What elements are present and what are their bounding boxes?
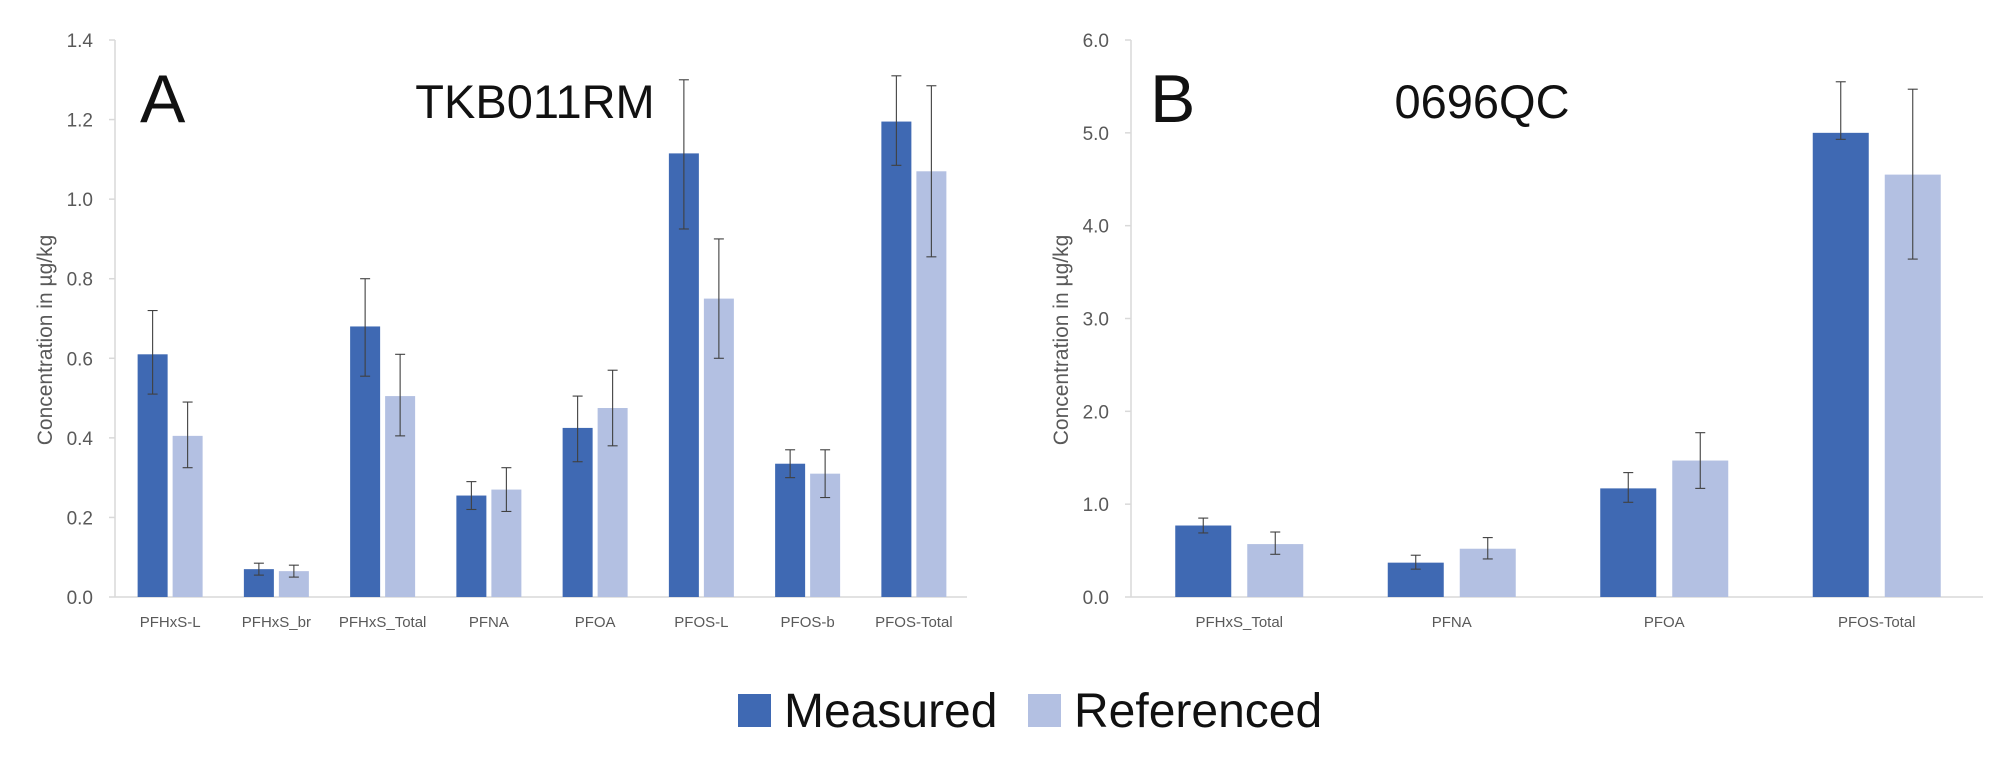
legend-swatch-measured — [738, 694, 771, 727]
y-tick-label: 0.2 — [67, 508, 93, 529]
y-tick-label: 5.0 — [1083, 124, 1109, 145]
y-tick-label: 1.0 — [67, 190, 93, 211]
y-tick-label: 1.2 — [67, 111, 93, 132]
y-tick-label: 2.0 — [1083, 402, 1109, 423]
bar-measured — [1600, 488, 1657, 597]
x-axis-b: PFHxS_Total PFNA PFOA PFOS-Total — [1195, 614, 1915, 631]
legend-swatch-referenced — [1028, 694, 1061, 727]
legend: Measured Referenced — [738, 685, 1322, 738]
y-tick-label: 0.0 — [67, 588, 93, 609]
x-tick-label: PFOS-Total — [875, 614, 953, 631]
y-tick-label: 3.0 — [1083, 310, 1109, 331]
x-tick-label: PFOA — [575, 614, 616, 631]
x-tick-label: PFHxS-L — [140, 614, 201, 631]
y-tick-label: 0.6 — [67, 349, 93, 370]
bar-measured — [137, 354, 168, 597]
chart-title-b: 0696QC — [1394, 75, 1569, 128]
chart-title-a: TKB011RM — [415, 75, 654, 128]
chart-panel-a: Concentration in µg/kg 0.0 0.2 0.4 0.6 0.8 1.… — [34, 31, 967, 631]
chart-panel-b: Concentration in µg/kg 0.0 1.0 2.0 3.0 4.0 5.… — [1050, 31, 1983, 631]
y-tick-label: 0.8 — [67, 270, 93, 291]
y-axis-label-a: Concentration in µg/kg — [34, 235, 57, 446]
panel-letter-a: A — [140, 61, 186, 137]
y-axis-label-b: Concentration in µg/kg — [1050, 235, 1073, 446]
y-tick-label: 6.0 — [1083, 31, 1109, 52]
x-tick-label: PFHxS_Total — [1195, 614, 1283, 631]
legend-label-referenced: Referenced — [1074, 685, 1322, 738]
bar-measured — [1175, 525, 1232, 597]
y-tick-label: 0.0 — [1083, 588, 1109, 609]
panel-letter-b: B — [1150, 61, 1195, 137]
bars-a — [137, 75, 947, 598]
x-tick-label: PFHxS_br — [242, 614, 311, 631]
y-tick-label: 0.4 — [67, 429, 94, 450]
y-tick-label: 1.0 — [1083, 495, 1109, 516]
x-tick-label: PFOS-b — [781, 614, 835, 631]
bar-measured — [456, 495, 487, 597]
x-tick-label: PFNA — [1432, 614, 1472, 631]
y-tick-label: 4.0 — [1083, 217, 1109, 238]
y-tick-label: 1.4 — [67, 31, 94, 52]
bar-measured — [775, 463, 806, 597]
x-tick-label: PFOS-Total — [1838, 614, 1916, 631]
bar-measured — [881, 121, 912, 597]
legend-label-measured: Measured — [784, 685, 997, 738]
bars-b — [1175, 81, 1941, 598]
x-tick-label: PFOS-L — [674, 614, 728, 631]
x-axis-a: PFHxS-L PFHxS_br PFHxS_Total PFNA PFOA PFOS-L… — [140, 614, 953, 631]
x-tick-label: PFOA — [1644, 614, 1685, 631]
x-tick-label: PFHxS_Total — [339, 614, 427, 631]
x-tick-label: PFNA — [469, 614, 509, 631]
bar-measured — [1812, 132, 1869, 598]
